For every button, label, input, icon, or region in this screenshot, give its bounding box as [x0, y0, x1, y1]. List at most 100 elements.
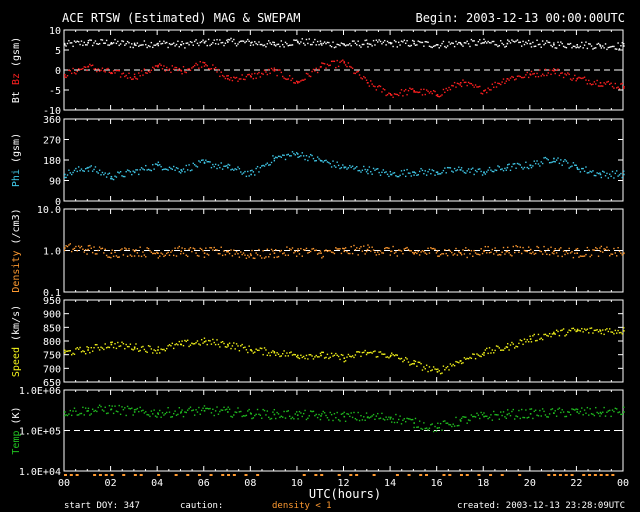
data-point [571, 408, 573, 410]
data-point [121, 73, 123, 75]
data-point [153, 252, 155, 255]
data-point [287, 410, 289, 412]
data-point [451, 251, 453, 254]
data-point [320, 252, 322, 254]
data-point [459, 84, 461, 86]
data-point [171, 416, 174, 418]
data-point [114, 72, 116, 74]
data-point [620, 252, 622, 254]
data-point [161, 42, 164, 45]
data-point [368, 417, 371, 419]
data-point [389, 41, 392, 44]
data-point [536, 339, 538, 342]
data-point [282, 43, 284, 46]
data-point [513, 347, 516, 349]
data-point [516, 415, 519, 418]
data-point [237, 43, 239, 45]
data-point [93, 68, 95, 70]
data-point [305, 154, 308, 157]
data-point [436, 94, 439, 96]
data-point [203, 252, 206, 254]
data-point [195, 409, 197, 411]
data-point [110, 256, 112, 259]
data-point [452, 254, 454, 256]
data-point [171, 43, 174, 45]
data-point [140, 70, 143, 72]
data-point [108, 44, 111, 46]
data-point [132, 78, 134, 80]
data-point [360, 46, 362, 48]
data-point [560, 329, 562, 332]
data-point [360, 355, 362, 358]
data-point [84, 44, 87, 46]
data-point [495, 86, 498, 88]
data-point [425, 253, 428, 255]
data-point [363, 245, 365, 247]
data-point [133, 348, 136, 350]
data-point [374, 44, 376, 46]
data-point [504, 82, 506, 85]
data-point [249, 75, 252, 77]
data-point [459, 169, 461, 171]
data-point [416, 91, 418, 93]
data-point [268, 164, 270, 166]
data-point [410, 88, 412, 90]
data-point [391, 173, 393, 176]
data-point [277, 155, 280, 158]
data-point [302, 412, 305, 415]
data-point [477, 414, 480, 416]
data-point [262, 44, 264, 47]
y-axis-label-part: (K) [11, 406, 22, 430]
data-point [512, 245, 514, 248]
data-point [428, 366, 431, 368]
data-point [483, 42, 485, 44]
data-point [124, 347, 126, 350]
data-point [448, 423, 450, 426]
data-point [512, 40, 514, 43]
caution-mark [186, 474, 190, 476]
data-point [439, 45, 442, 47]
data-point [555, 329, 558, 331]
data-point [103, 348, 105, 351]
data-point [402, 419, 404, 421]
created-time: created: 2003-12-13 23:28:09UTC [457, 501, 625, 511]
data-point [420, 251, 422, 253]
data-point [247, 254, 249, 257]
data-point [557, 330, 559, 333]
data-point [166, 66, 168, 69]
data-point [483, 172, 485, 174]
data-point [480, 248, 482, 250]
data-point [273, 160, 276, 162]
data-point [145, 256, 147, 258]
data-point [343, 411, 345, 414]
data-point [150, 410, 153, 412]
data-point [488, 89, 491, 91]
data-point [529, 43, 531, 45]
data-point [280, 156, 283, 158]
data-point [378, 253, 380, 256]
data-point [375, 415, 378, 417]
data-point [604, 415, 607, 417]
data-point [231, 79, 234, 82]
data-point [297, 80, 299, 83]
data-point [444, 420, 446, 422]
data-point [108, 71, 111, 74]
data-point [249, 412, 252, 414]
data-point [336, 43, 338, 46]
data-point [192, 162, 194, 165]
data-point [184, 248, 186, 250]
data-point [347, 44, 350, 46]
data-point [159, 164, 161, 166]
data-point [300, 247, 302, 250]
data-point [174, 66, 176, 69]
data-point [220, 409, 222, 411]
data-point [404, 247, 407, 250]
data-point [495, 44, 498, 46]
data-point [346, 65, 348, 68]
data-point [364, 419, 366, 421]
data-point [382, 169, 385, 171]
data-point [86, 253, 88, 255]
data-point [575, 248, 577, 251]
data-point [375, 168, 378, 170]
data-point [228, 79, 231, 81]
